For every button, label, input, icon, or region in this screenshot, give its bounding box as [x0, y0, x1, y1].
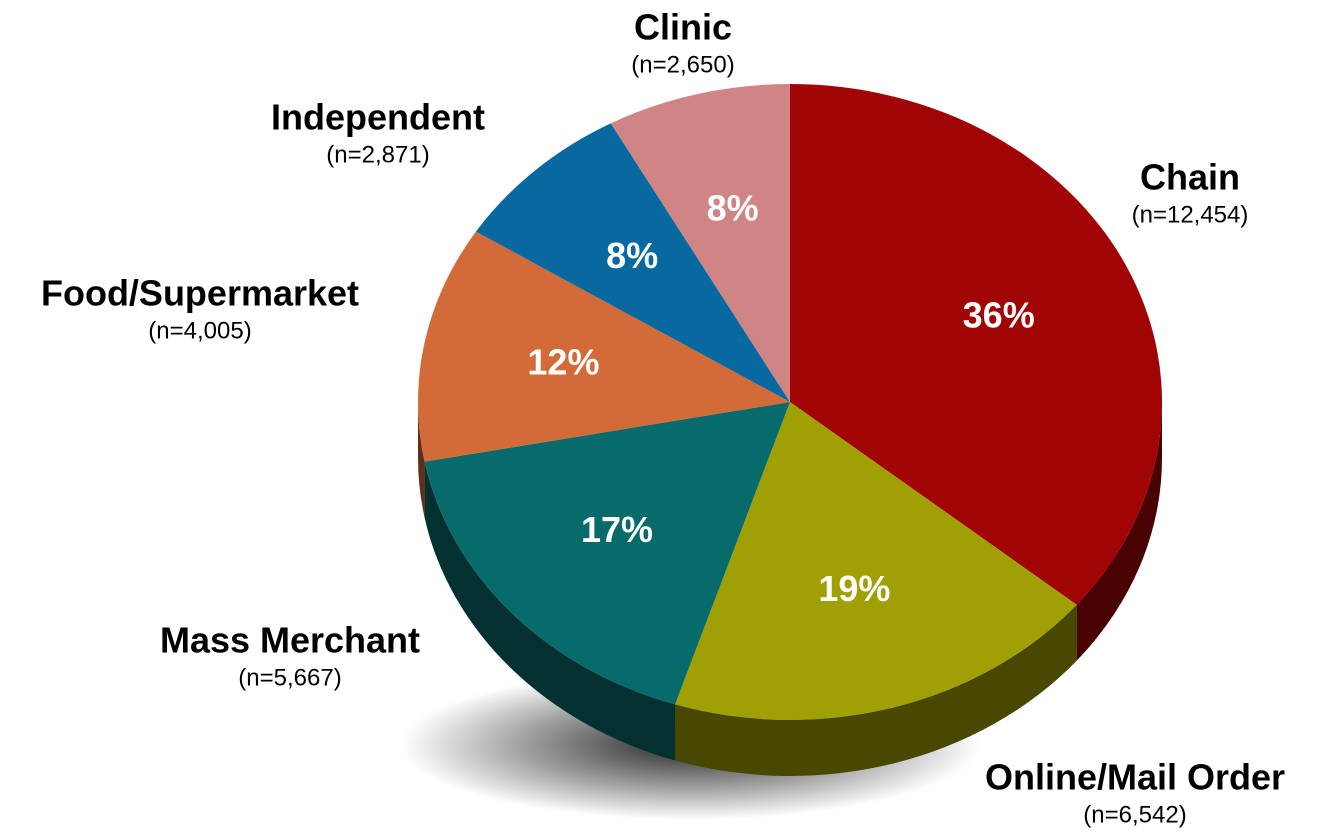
value-label: 8%	[707, 188, 759, 229]
pie-tops	[418, 84, 1162, 720]
count-label: (n=2,650)	[631, 51, 734, 78]
category-label: Mass Merchant	[160, 620, 420, 661]
count-label: (n=2,871)	[326, 141, 429, 168]
slice	[790, 84, 1162, 605]
value-label: 36%	[963, 295, 1035, 336]
value-label: 17%	[581, 509, 653, 550]
slice	[475, 123, 790, 402]
count-label: (n=6,542)	[1083, 801, 1186, 828]
slice	[610, 84, 790, 402]
slice	[675, 402, 1077, 720]
slice-side	[1076, 402, 1162, 661]
slice-side	[675, 604, 1077, 776]
category-label: Online/Mail Order	[985, 757, 1285, 798]
value-label: 8%	[606, 235, 658, 276]
slice	[424, 402, 790, 705]
slice	[418, 231, 790, 462]
category-label: Independent	[271, 97, 485, 138]
category-label: Chain	[1140, 157, 1240, 198]
value-label: 12%	[527, 342, 599, 383]
count-label: (n=12,454)	[1132, 201, 1249, 228]
category-label: Food/Supermarket	[41, 273, 359, 314]
labels: 36% Chain (n=12,454) 19% Online/Mail Order (n…	[41, 7, 1285, 829]
slice-side	[418, 402, 425, 518]
count-label: (n=5,667)	[238, 664, 341, 691]
value-label: 19%	[818, 568, 890, 609]
slice-side	[424, 461, 676, 761]
count-label: (n=4,005)	[148, 317, 251, 344]
category-label: Clinic	[634, 7, 732, 48]
pie-sides	[418, 402, 1162, 776]
